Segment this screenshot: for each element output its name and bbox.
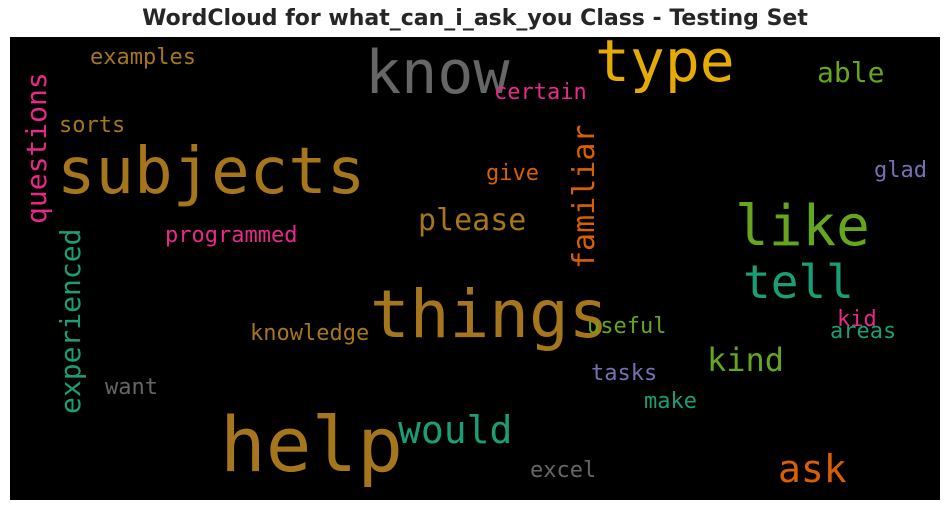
word-able: able: [817, 56, 885, 89]
word-familiar: familiar: [567, 124, 602, 270]
word-please: please: [418, 203, 527, 238]
word-tell: tell: [743, 255, 854, 309]
word-examples: examples: [90, 45, 196, 70]
word-kind: kind: [707, 341, 785, 379]
word-cloud-canvas: help things subjects know type like tell…: [10, 37, 940, 500]
word-useful: useful: [587, 314, 667, 339]
word-know: know: [365, 38, 510, 108]
word-would: would: [398, 408, 513, 452]
word-type: type: [595, 37, 735, 95]
word-excel: excel: [530, 458, 597, 483]
word-kid: kid: [837, 307, 877, 332]
word-subjects: subjects: [57, 135, 366, 209]
word-sorts: sorts: [59, 113, 126, 138]
word-make: make: [644, 389, 697, 414]
word-knowledge: knowledge: [250, 321, 370, 346]
word-certain: certain: [494, 80, 587, 105]
word-questions: questions: [20, 72, 53, 224]
word-glad: glad: [874, 158, 927, 183]
word-want: want: [105, 375, 158, 400]
word-things: things: [370, 276, 609, 353]
word-give: give: [486, 161, 539, 186]
word-ask: ask: [778, 447, 847, 491]
word-programmed: programmed: [165, 223, 298, 248]
word-tasks: tasks: [591, 361, 658, 386]
word-help: help: [220, 400, 404, 489]
word-like: like: [735, 194, 870, 259]
chart-title: WordCloud for what_can_i_ask_you Class -…: [142, 6, 808, 31]
word-areas: areas: [830, 319, 897, 344]
word-experienced: experienced: [54, 228, 87, 414]
